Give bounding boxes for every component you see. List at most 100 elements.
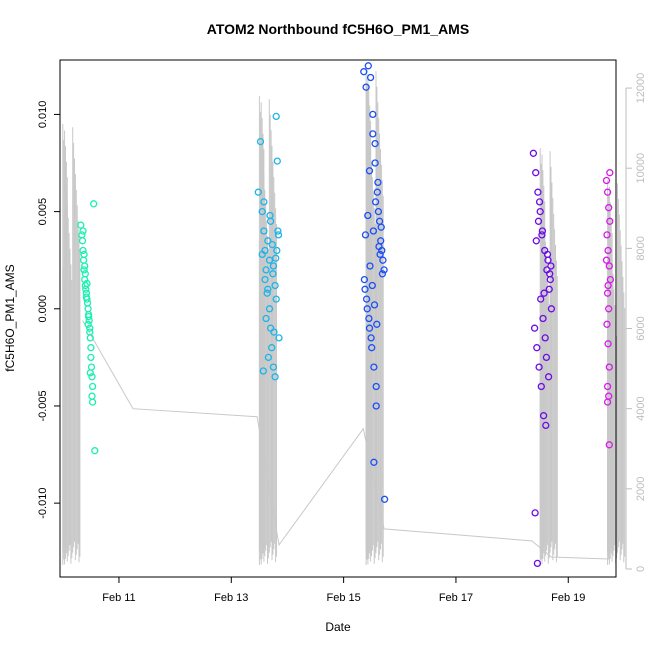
data-point — [260, 227, 268, 235]
x-tick-label: Feb 15 — [326, 592, 360, 604]
x-tick-label: Feb 19 — [551, 592, 585, 604]
data-point — [534, 188, 542, 196]
data-point — [360, 275, 369, 284]
data-point — [541, 334, 549, 342]
data-point — [362, 83, 370, 91]
data-point — [86, 328, 94, 336]
data-point — [80, 250, 88, 259]
data-point — [78, 231, 86, 239]
data-point — [88, 398, 97, 406]
data-point — [265, 305, 274, 313]
data-point — [264, 353, 273, 362]
data-point — [269, 363, 278, 371]
data-point — [258, 250, 266, 259]
data-point — [603, 188, 612, 196]
data-point — [363, 305, 371, 313]
data-point — [371, 139, 379, 148]
y-axis-label: fC5H6O_PM1_AMS — [3, 264, 17, 371]
plot-frame — [59, 59, 617, 578]
data-point — [542, 421, 550, 430]
y-tick-label: -0.010 — [37, 488, 49, 519]
data-point — [539, 412, 548, 420]
data-point — [605, 262, 613, 270]
data-point — [88, 392, 96, 400]
data-point — [264, 237, 272, 245]
data-point — [361, 231, 370, 239]
data-point — [87, 363, 96, 371]
data-point — [539, 314, 547, 323]
data-point — [90, 200, 98, 208]
data-point — [84, 320, 92, 328]
data-point — [268, 240, 276, 249]
data-point — [261, 275, 269, 284]
data-point — [379, 256, 387, 264]
data-point — [537, 295, 545, 303]
x-tick-label: Feb 17 — [439, 592, 473, 604]
secondary-y-tick-label: 6000 — [635, 316, 647, 340]
data-point — [85, 316, 93, 325]
data-point — [542, 353, 551, 362]
data-point — [545, 285, 553, 293]
data-point — [531, 509, 539, 517]
points-layer — [77, 62, 615, 568]
y-tick-label: 0.010 — [37, 101, 49, 129]
x-axis: Feb 11 Feb 13 Feb 15 Feb 17 Feb 19 — [102, 577, 585, 604]
data-point — [364, 62, 372, 70]
data-point — [81, 270, 89, 278]
data-point — [604, 281, 612, 290]
data-point — [380, 495, 389, 503]
data-point — [370, 301, 379, 309]
data-point — [369, 130, 377, 138]
data-point — [78, 237, 87, 245]
data-point — [532, 169, 540, 177]
data-point — [364, 211, 372, 220]
data-point — [374, 178, 382, 187]
data-point — [603, 231, 611, 239]
data-point — [538, 227, 547, 235]
data-point — [544, 373, 553, 381]
secondary-y-tick-label: 10000 — [635, 153, 647, 184]
data-point — [368, 344, 376, 352]
data-point — [604, 246, 612, 255]
data-point — [378, 270, 387, 278]
data-point — [606, 275, 615, 284]
data-point — [265, 256, 274, 264]
data-point — [271, 373, 279, 381]
data-point — [605, 441, 613, 449]
data-point — [371, 159, 379, 167]
data-point — [87, 353, 95, 362]
data-point — [366, 262, 374, 270]
data-point — [370, 458, 378, 466]
data-point — [79, 246, 87, 255]
data-point — [88, 382, 97, 391]
data-point — [262, 266, 270, 274]
data-point — [373, 320, 381, 328]
data-point — [535, 198, 544, 206]
data-point — [547, 262, 555, 270]
data-point — [272, 295, 280, 303]
data-point — [371, 198, 380, 206]
data-point — [262, 314, 270, 323]
data-point — [274, 231, 283, 239]
data-point — [269, 262, 278, 270]
data-point — [365, 324, 374, 332]
data-point — [377, 223, 385, 231]
data-point — [376, 250, 384, 259]
data-point — [375, 242, 383, 251]
data-point — [374, 207, 383, 216]
data-point — [272, 112, 280, 121]
data-point — [367, 334, 375, 342]
data-point — [254, 188, 262, 196]
data-point — [368, 281, 376, 290]
x-tick-label: Feb 13 — [214, 592, 248, 604]
secondary-y-tick-label: 8000 — [635, 236, 647, 260]
data-point — [256, 137, 265, 146]
data-point — [605, 305, 613, 313]
data-point — [83, 279, 91, 288]
chart-title: ATOM2 Northbound fC5H6O_PM1_AMS — [207, 21, 469, 37]
data-point — [380, 266, 388, 274]
data-point — [86, 324, 94, 332]
data-point — [372, 402, 380, 410]
data-point — [365, 167, 374, 175]
data-point — [535, 363, 543, 371]
